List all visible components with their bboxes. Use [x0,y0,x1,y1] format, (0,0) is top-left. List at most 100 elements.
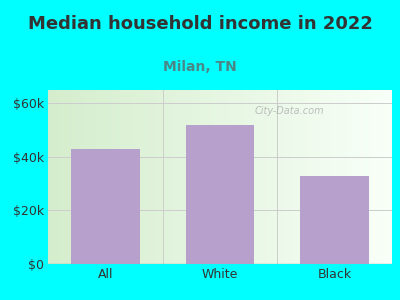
Bar [320,90,322,264]
Bar [284,90,285,264]
Bar [115,90,117,264]
Bar [196,90,198,264]
Bar [86,90,88,264]
Bar [105,90,106,264]
Bar [335,90,337,264]
Bar [208,90,210,264]
Bar [129,90,130,264]
Bar [108,90,110,264]
Bar [273,90,275,264]
Bar [332,90,334,264]
Bar [100,90,101,264]
Bar [79,90,81,264]
Bar [165,90,167,264]
Bar [210,90,211,264]
Bar [311,90,313,264]
Bar [285,90,287,264]
Bar [82,90,84,264]
Bar [222,90,224,264]
Bar [148,90,150,264]
Bar [315,90,316,264]
Text: Milan, TN: Milan, TN [163,60,237,74]
Bar [65,90,67,264]
Bar [96,90,98,264]
Bar [144,90,146,264]
Bar [356,90,358,264]
Bar [349,90,351,264]
Bar [359,90,361,264]
Bar [277,90,278,264]
Bar [260,90,261,264]
Bar [156,90,158,264]
Bar [182,90,184,264]
Bar [93,90,94,264]
Bar [160,90,162,264]
Bar [296,90,297,264]
Bar [198,90,199,264]
Bar [162,90,163,264]
Bar [224,90,225,264]
Bar [228,90,230,264]
Bar [180,90,182,264]
Bar [203,90,204,264]
Bar [239,90,241,264]
Bar [211,90,213,264]
Bar [244,90,246,264]
Bar [300,176,369,264]
Bar [282,90,284,264]
Bar [325,90,327,264]
Bar [170,90,172,264]
Bar [340,90,342,264]
Bar [248,90,249,264]
Bar [177,90,179,264]
Bar [337,90,339,264]
Bar [376,90,378,264]
Bar [297,90,299,264]
Bar [304,90,306,264]
Bar [67,90,69,264]
Bar [175,90,177,264]
Bar [163,90,165,264]
Bar [368,90,370,264]
Bar [351,90,352,264]
Bar [139,90,141,264]
Bar [278,90,280,264]
Bar [218,90,220,264]
Bar [327,90,328,264]
Bar [113,90,115,264]
Text: Median household income in 2022: Median household income in 2022 [28,15,372,33]
Bar [242,90,244,264]
Bar [215,90,216,264]
Bar [323,90,325,264]
Bar [76,90,77,264]
Bar [334,90,335,264]
Bar [60,90,62,264]
Bar [106,90,108,264]
Bar [91,90,93,264]
Bar [151,90,153,264]
Bar [158,90,160,264]
Bar [387,90,388,264]
Bar [192,90,194,264]
Bar [89,90,91,264]
Bar [69,90,70,264]
Bar [186,90,187,264]
Bar [308,90,310,264]
Bar [204,90,206,264]
Bar [186,125,254,264]
Bar [280,90,282,264]
Bar [371,90,373,264]
Bar [373,90,375,264]
Bar [364,90,366,264]
Bar [199,90,201,264]
Bar [253,90,254,264]
Bar [184,90,186,264]
Bar [339,90,340,264]
Bar [361,90,363,264]
Bar [313,90,315,264]
Bar [290,90,292,264]
Bar [103,90,105,264]
Bar [330,90,332,264]
Bar [62,90,64,264]
Bar [168,90,170,264]
